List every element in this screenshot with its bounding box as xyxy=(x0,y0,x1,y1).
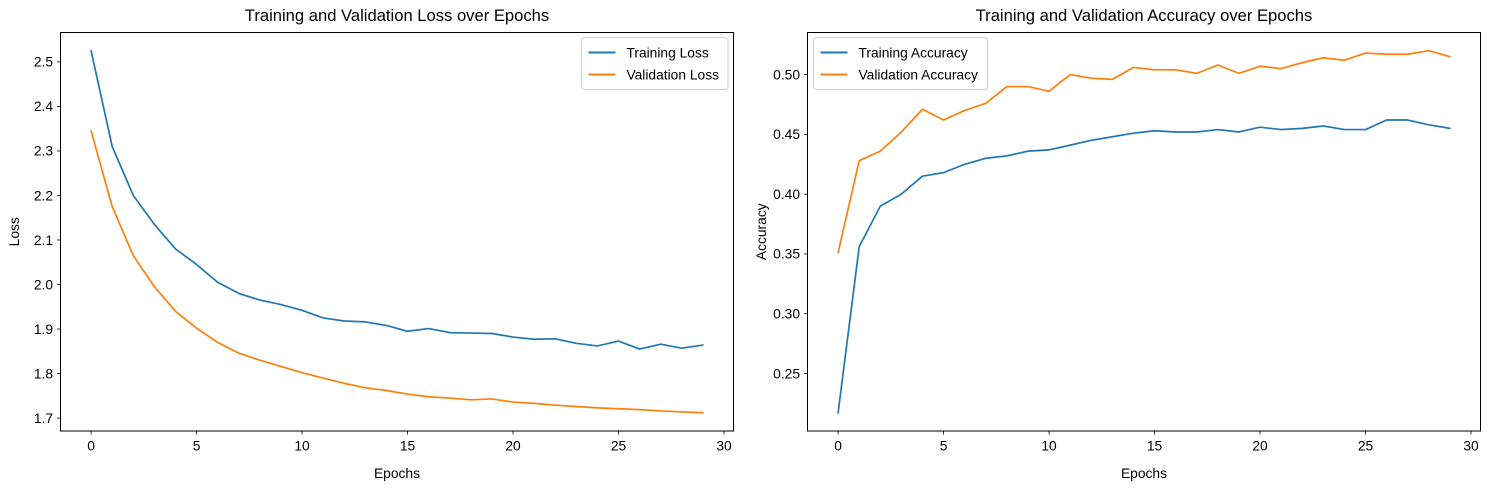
x-tick-label: 15 xyxy=(400,439,416,454)
x-tick-label: 20 xyxy=(505,439,521,454)
y-tick-label: 0.40 xyxy=(773,187,800,202)
x-tick-label: 25 xyxy=(1358,439,1374,454)
legend-box xyxy=(580,37,729,90)
x-tick-label: 10 xyxy=(1041,439,1057,454)
y-tick-label: 0.35 xyxy=(773,247,800,262)
chart-title: Training and Validation Accuracy over Ep… xyxy=(976,6,1313,25)
loss-chart: Training and Validation Loss over Epochs… xyxy=(7,6,734,481)
y-tick-label: 1.8 xyxy=(34,366,54,381)
x-tick-label: 5 xyxy=(940,439,948,454)
accuracy-chart: Training and Validation Accuracy over Ep… xyxy=(745,0,1489,490)
y-tick-label: 0.45 xyxy=(773,127,800,142)
x-tick-label: 25 xyxy=(611,439,627,454)
y-tick-label: 2.0 xyxy=(34,277,54,292)
x-tick-label: 5 xyxy=(193,439,201,454)
y-tick-label: 2.2 xyxy=(34,188,53,203)
legend-label: Validation Loss xyxy=(626,67,719,82)
legend-box xyxy=(813,37,989,90)
legend-label: Training Accuracy xyxy=(859,45,968,60)
x-tick-label: 0 xyxy=(834,439,842,454)
x-tick-label: 30 xyxy=(716,439,732,454)
y-tick-label: 0.30 xyxy=(773,307,800,322)
training-accuracy-line xyxy=(837,119,1451,414)
y-tick-label: 1.7 xyxy=(34,411,53,426)
y-tick-label: 2.1 xyxy=(34,233,53,248)
axes-spines xyxy=(807,32,1481,432)
x-tick-label: 30 xyxy=(1463,439,1479,454)
x-tick-label: 20 xyxy=(1252,439,1268,454)
legend: Training Accuracy Validation Accuracy xyxy=(813,37,989,90)
y-tick-label: 0.50 xyxy=(773,67,800,82)
x-tick-label: 10 xyxy=(294,439,310,454)
legend: Training Loss Validation Loss xyxy=(580,37,729,90)
x-tick-label: 0 xyxy=(87,439,95,454)
y-tick-label: 2.3 xyxy=(34,144,54,159)
validation-accuracy-line xyxy=(837,49,1451,254)
legend-label: Training Loss xyxy=(626,45,708,60)
training-loss-line xyxy=(90,49,704,350)
y-axis-label: Accuracy xyxy=(754,203,769,260)
x-axis-label: Epochs xyxy=(1121,466,1167,481)
y-axis-label: Loss xyxy=(7,217,22,246)
legend-label: Validation Accuracy xyxy=(859,67,978,82)
accuracy-subplot: Training and Validation Accuracy over Ep… xyxy=(745,0,1489,490)
x-axis-label: Epochs xyxy=(374,466,420,481)
x-tick-label: 15 xyxy=(1147,439,1163,454)
y-tick-label: 2.4 xyxy=(34,99,54,114)
y-tick-label: 2.5 xyxy=(34,55,54,70)
axes-spines xyxy=(60,32,734,432)
chart-title: Training and Validation Loss over Epochs xyxy=(245,6,549,25)
y-tick-label: 1.9 xyxy=(34,322,54,337)
loss-subplot: Training and Validation Loss over Epochs… xyxy=(7,6,734,481)
validation-loss-line xyxy=(90,130,704,414)
y-tick-label: 0.25 xyxy=(773,366,800,381)
